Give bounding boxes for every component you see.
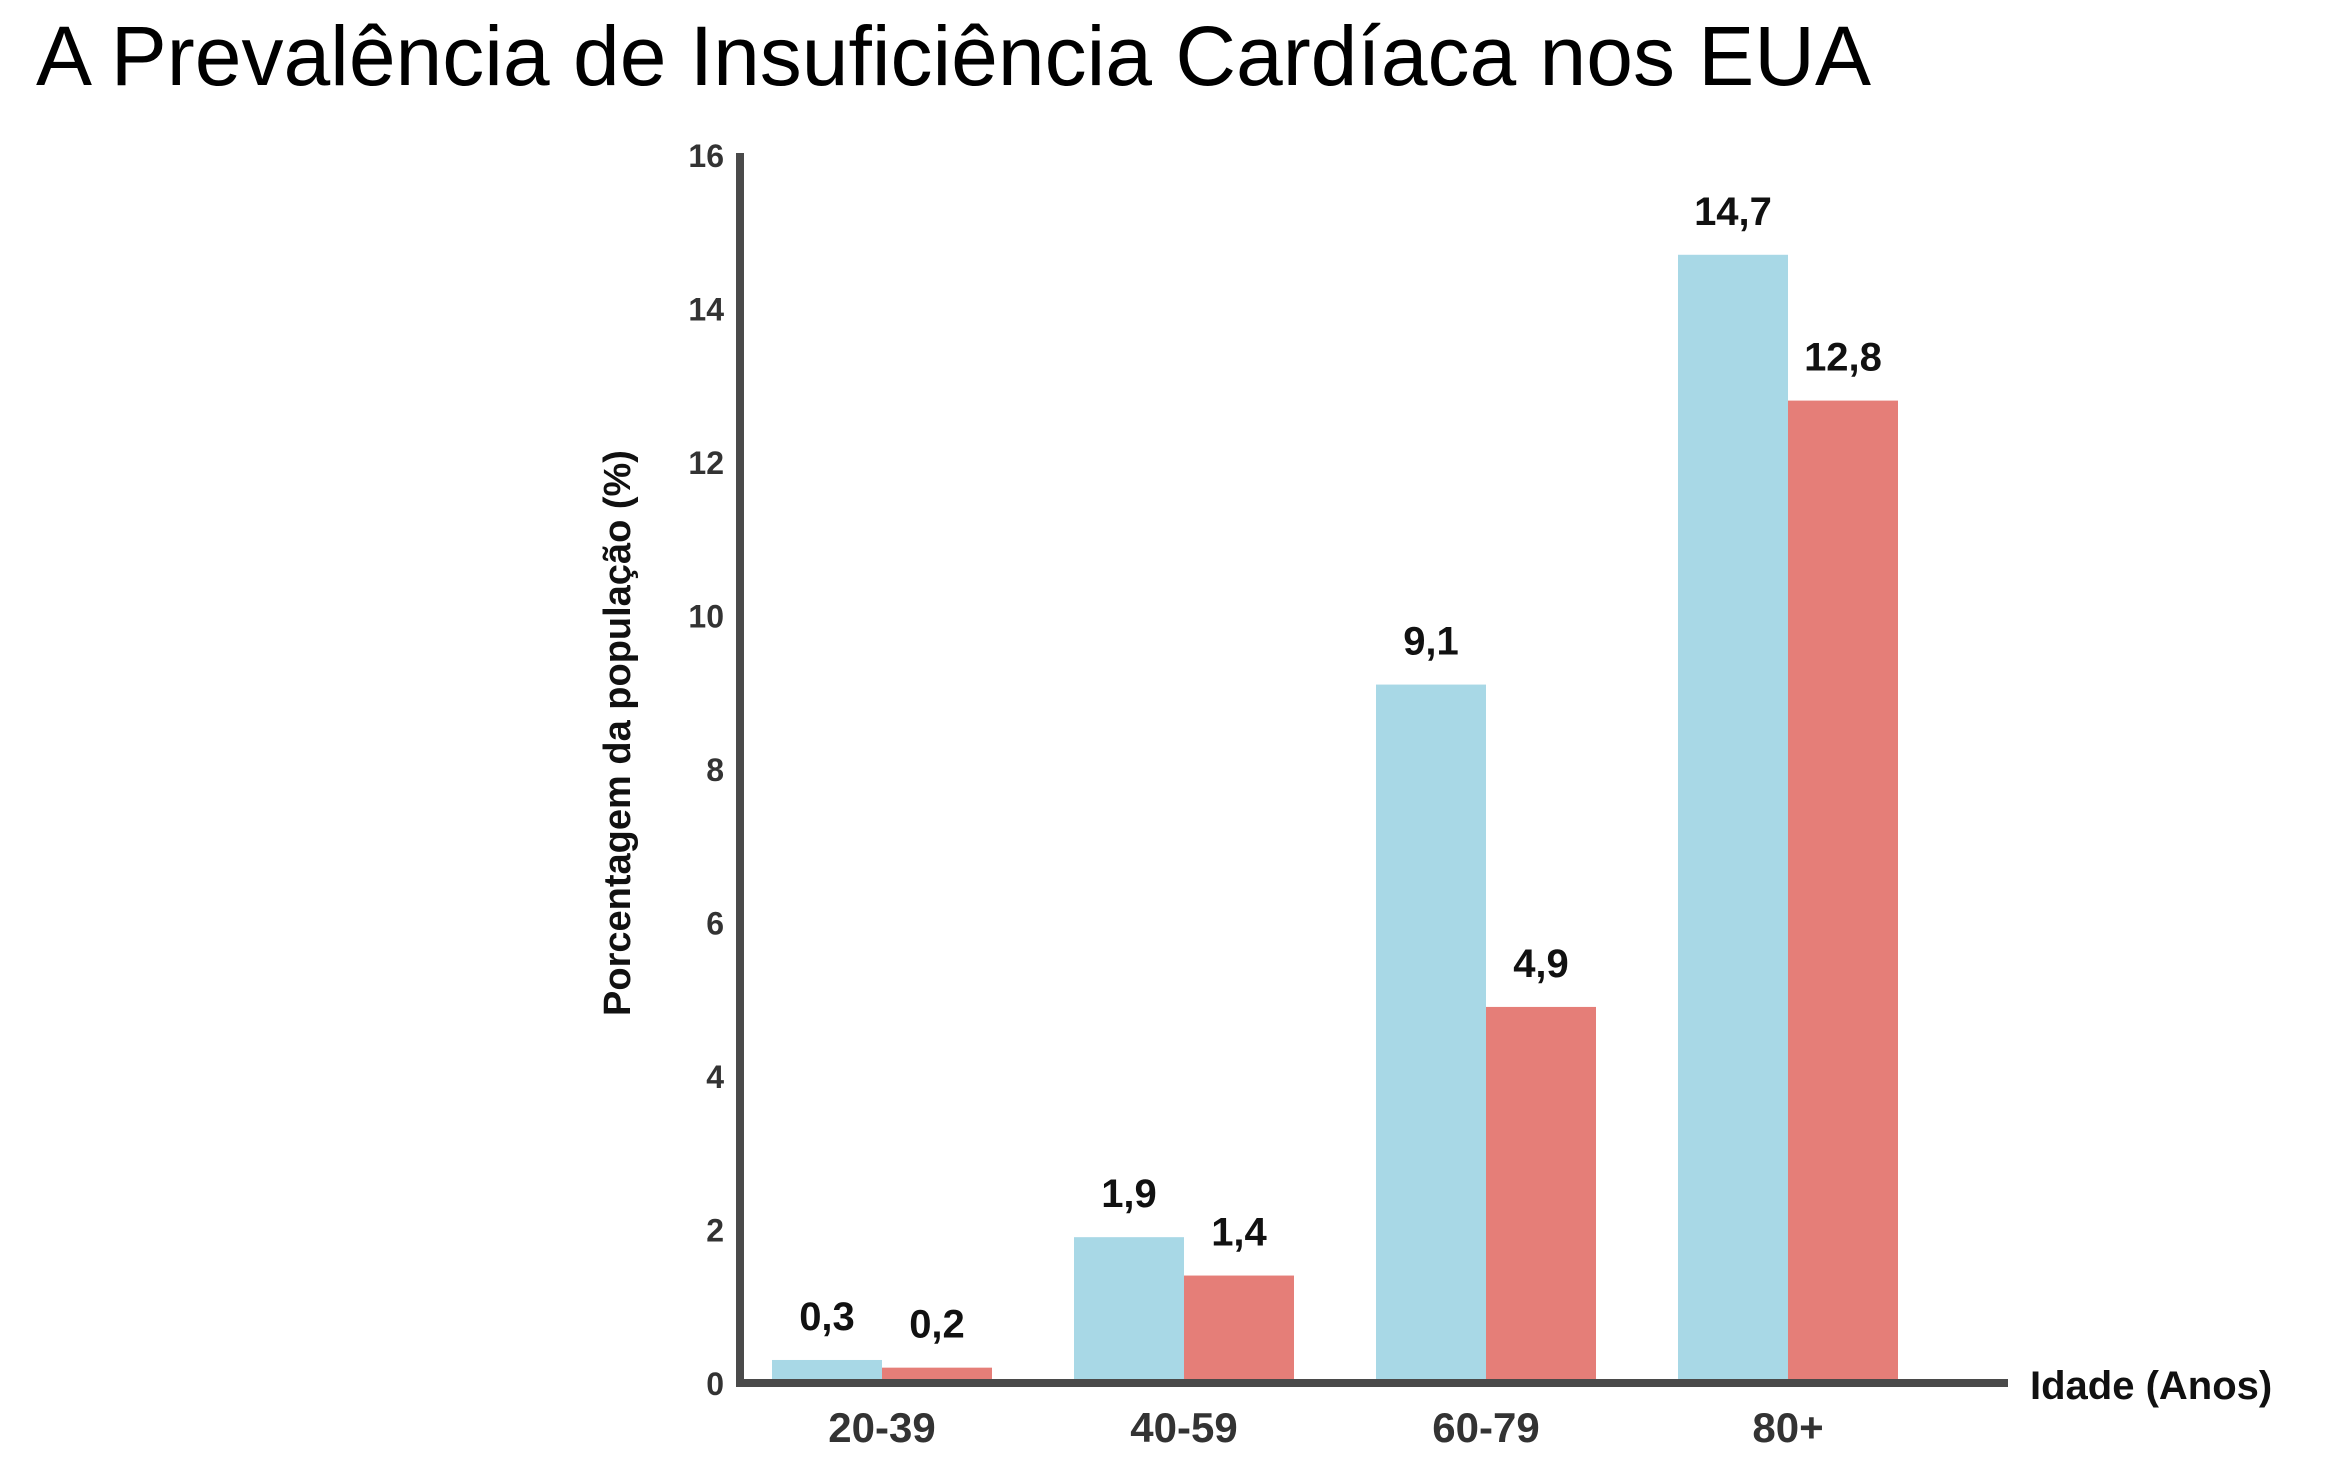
x-tick-label: 20-39 [828, 1404, 935, 1451]
value-label-80+-series-1: 14,7 [1694, 190, 1772, 234]
chart-title: A Prevalência de Insuficiência Cardíaca … [36, 9, 1871, 103]
value-label-80+-series-2: 12,8 [1804, 336, 1882, 380]
value-label-40-59-series-1: 1,9 [1101, 1172, 1157, 1216]
y-tick-label: 2 [706, 1213, 724, 1249]
y-tick-label: 0 [706, 1366, 724, 1402]
y-tick-label: 4 [706, 1059, 724, 1095]
bar-80+-series-2 [1788, 400, 1898, 1384]
x-tick-label: 40-59 [1130, 1404, 1237, 1451]
x-tick-label: 60-79 [1432, 1404, 1539, 1451]
bar-80+-series-1 [1678, 254, 1788, 1383]
y-tick-label: 6 [706, 906, 724, 942]
x-axis-label: Idade (Anos) [2030, 1364, 2272, 1408]
bar-40-59-series-1 [1074, 1237, 1184, 1383]
value-label-60-79-series-2: 4,9 [1513, 942, 1569, 986]
value-label-60-79-series-1: 9,1 [1403, 620, 1459, 664]
y-tick-label: 16 [688, 138, 724, 174]
y-tick-label: 8 [706, 752, 724, 788]
bar-60-79-series-2 [1486, 1006, 1596, 1383]
y-tick-label: 10 [688, 599, 724, 635]
y-tick-label: 14 [688, 292, 724, 328]
bar-20-39-series-1 [772, 1359, 882, 1383]
bar-60-79-series-1 [1376, 684, 1486, 1383]
x-tick-label: 80+ [1752, 1404, 1823, 1451]
bar-40-59-series-2 [1184, 1275, 1294, 1383]
value-label-20-39-series-2: 0,2 [909, 1303, 965, 1347]
value-label-40-59-series-2: 1,4 [1211, 1211, 1267, 1255]
y-tick-label: 12 [688, 445, 724, 481]
value-labels-layer: 0,3 1,9 9,1 14,7 0,2 1,4 4,9 12,8 [799, 190, 1882, 1347]
bars-layer [772, 254, 1898, 1384]
x-ticks-layer: 20-39 40-59 60-79 80+ [828, 1404, 1823, 1451]
y-ticks-layer: 0 2 4 6 8 10 12 14 16 [688, 138, 724, 1402]
y-axis-label: Porcentagem da população (%) [597, 450, 639, 1016]
value-label-20-39-series-1: 0,3 [799, 1295, 855, 1339]
